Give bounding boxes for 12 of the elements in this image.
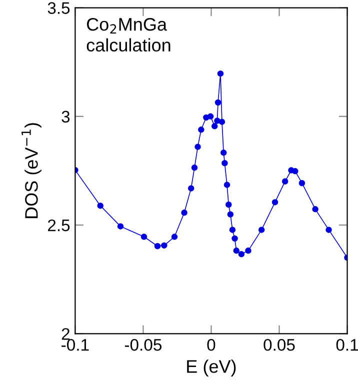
x-tick-label: -0.1 bbox=[62, 338, 89, 351]
annotation: Co$_{2}$MnGa calculation bbox=[86, 18, 170, 52]
x-tick-label: 0 bbox=[207, 338, 216, 351]
x-tick-label: -0.05 bbox=[124, 338, 162, 351]
x-tick-label: 0.05 bbox=[264, 338, 295, 351]
x-axis-title: E (eV) bbox=[187, 360, 236, 376]
y-tick-label: 3 bbox=[62, 110, 70, 123]
x-tick-label: 0.1 bbox=[336, 338, 358, 351]
y-tick-label: 2.5 bbox=[48, 219, 70, 232]
y-tick-label: 2 bbox=[62, 328, 70, 340]
y-tick-label: 3.5 bbox=[48, 2, 70, 14]
y-axis-title: DOS (eV$^{−1}$) bbox=[22, 123, 42, 218]
